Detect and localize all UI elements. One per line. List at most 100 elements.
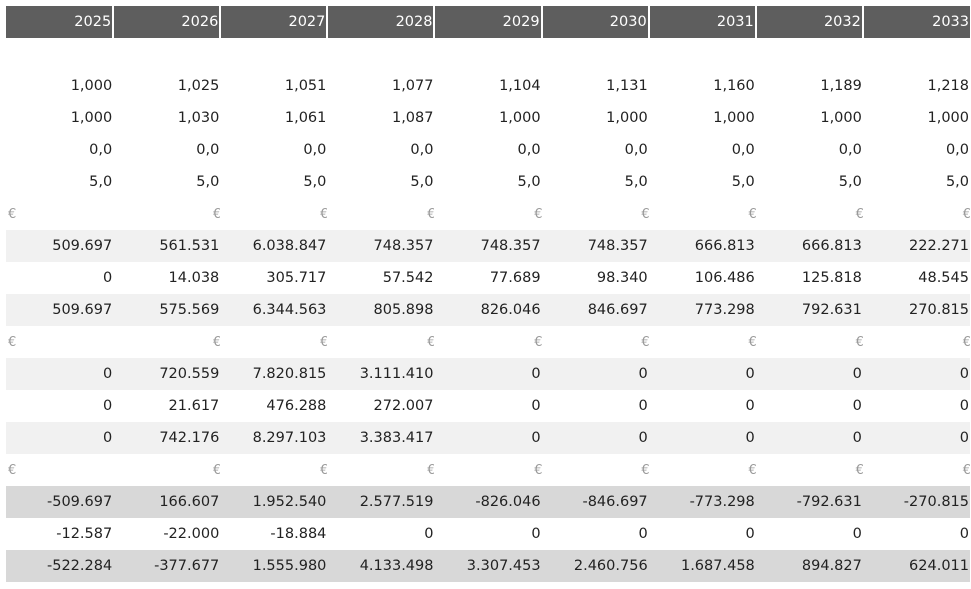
value-cell: 0: [745, 526, 755, 542]
value-cell: 1,131: [606, 78, 648, 94]
euro-symbol: €: [320, 334, 328, 350]
value-cell: 0,0: [410, 142, 434, 158]
currency-row: € € € € € € € € €: [6, 198, 970, 230]
value-cell: 5,0: [731, 174, 755, 190]
value-cell: 1,189: [820, 78, 862, 94]
value-cell: 748.357: [541, 230, 649, 262]
table-row: 509.697 561.531 6.038.847 748.357 748.357 748…: [6, 230, 970, 262]
value-cell: 0: [638, 398, 648, 414]
value-cell: -270.815: [862, 486, 970, 518]
value-cell: 0: [102, 398, 113, 414]
value-cell: 748.357: [327, 230, 435, 262]
currency-cell: €: [327, 454, 434, 486]
currency-cell: €: [113, 326, 220, 358]
table-row: 1,000 1,030 1,061 1,087 1,000 1,000 1,000 1,000…: [6, 102, 970, 134]
value-cell: 0: [959, 526, 969, 542]
year-header: 2025 2026 2027 2028 2029 2030 2031 2032 2033: [6, 6, 970, 38]
currency-cell: €: [649, 326, 756, 358]
value-cell: 1,061: [284, 110, 327, 126]
year-header-cell: 2031: [648, 6, 757, 38]
value-cell: 305.717: [266, 270, 327, 286]
value-cell: 3.383.417: [327, 422, 435, 454]
value-cell: 0,0: [517, 142, 541, 158]
value-cell: 272.007: [373, 398, 434, 414]
value-cell: 4.133.498: [327, 550, 435, 582]
value-cell: 476.288: [266, 398, 327, 414]
value-cell: 0,0: [838, 142, 862, 158]
currency-cell: €: [327, 198, 434, 230]
value-cell: 1,025: [177, 78, 220, 94]
year-header-cell: 2033: [862, 6, 970, 38]
value-cell: 0,0: [624, 142, 648, 158]
value-cell: 666.813: [755, 230, 863, 262]
value-cell: 0: [434, 358, 542, 390]
value-cell: 2.460.756: [541, 550, 649, 582]
value-cell: 5,0: [624, 174, 648, 190]
spacer-cell: [6, 38, 970, 70]
header-row: 2025 2026 2027 2028 2029 2030 2031 2032 2033: [6, 6, 970, 38]
table-row: 5,0 5,0 5,0 5,0 5,0 5,0 5,0 5,0 5,0: [6, 166, 970, 198]
currency-cell: €: [6, 454, 113, 486]
euro-symbol: €: [8, 334, 17, 350]
value-cell: 125.818: [801, 270, 862, 286]
value-cell: 1.555.980: [220, 550, 328, 582]
value-cell: 0: [6, 358, 114, 390]
value-cell: 8.297.103: [220, 422, 328, 454]
currency-cell: €: [542, 198, 648, 230]
value-cell: 894.827: [755, 550, 863, 582]
value-cell: 21.617: [168, 398, 220, 414]
value-cell: 846.697: [541, 294, 649, 326]
value-cell: 0: [862, 422, 970, 454]
table-row: 0 720.559 7.820.815 3.111.410 0 0 0 0 0: [6, 358, 970, 390]
value-cell: 0: [755, 358, 863, 390]
euro-symbol: €: [855, 206, 863, 222]
table-row: -12.587 -22.000 -18.884 0 0 0 0 0 0: [6, 518, 970, 550]
value-cell: 0,0: [89, 142, 113, 158]
currency-cell: €: [327, 326, 434, 358]
value-cell: 0: [424, 526, 434, 542]
table-row: 0 21.617 476.288 272.007 0 0 0 0 0: [6, 390, 970, 422]
value-cell: 720.559: [113, 358, 221, 390]
value-cell: 222.271: [862, 230, 970, 262]
value-cell: 742.176: [113, 422, 221, 454]
euro-symbol: €: [748, 206, 756, 222]
value-cell: 1.687.458: [648, 550, 756, 582]
table-row: 0,0 0,0 0,0 0,0 0,0 0,0 0,0 0,0 0,0: [6, 134, 970, 166]
year-header-cell: 2026: [113, 6, 222, 38]
currency-cell: €: [434, 198, 541, 230]
projection-table: 2025 2026 2027 2028 2029 2030 2031 2032 2033 1,0…: [6, 6, 970, 582]
value-cell: 0: [959, 398, 969, 414]
value-cell: -522.284: [6, 550, 114, 582]
currency-cell: €: [649, 454, 756, 486]
value-cell: 48.545: [918, 270, 969, 286]
currency-cell: €: [649, 198, 756, 230]
value-cell: 77.689: [489, 270, 541, 286]
value-cell: 748.357: [434, 230, 542, 262]
value-cell: 106.486: [694, 270, 755, 286]
value-cell: 624.011: [862, 550, 970, 582]
value-cell: 0: [852, 526, 862, 542]
value-cell: 1,000: [70, 110, 113, 126]
value-cell: 0,0: [731, 142, 755, 158]
euro-symbol: €: [8, 462, 17, 478]
euro-symbol: €: [213, 462, 221, 478]
value-cell: 561.531: [113, 230, 221, 262]
value-cell: -377.677: [113, 550, 221, 582]
value-cell: 0: [852, 398, 862, 414]
euro-symbol: €: [748, 462, 756, 478]
value-cell: 1,000: [820, 110, 862, 126]
value-cell: 0: [755, 422, 863, 454]
currency-cell: €: [113, 198, 220, 230]
table-row: 0 14.038 305.717 57.542 77.689 98.340 106.486 1…: [6, 262, 970, 294]
euro-symbol: €: [641, 334, 649, 350]
year-header-cell: 2028: [327, 6, 436, 38]
value-cell: 509.697: [6, 230, 114, 262]
value-cell: 0: [102, 270, 113, 286]
currency-cell: €: [542, 326, 649, 358]
euro-symbol: €: [748, 334, 756, 350]
value-cell: 5,0: [517, 174, 541, 190]
value-cell: 0,0: [196, 142, 220, 158]
currency-cell: €: [756, 326, 863, 358]
value-cell: 5,0: [410, 174, 434, 190]
value-cell: 1,030: [177, 110, 220, 126]
